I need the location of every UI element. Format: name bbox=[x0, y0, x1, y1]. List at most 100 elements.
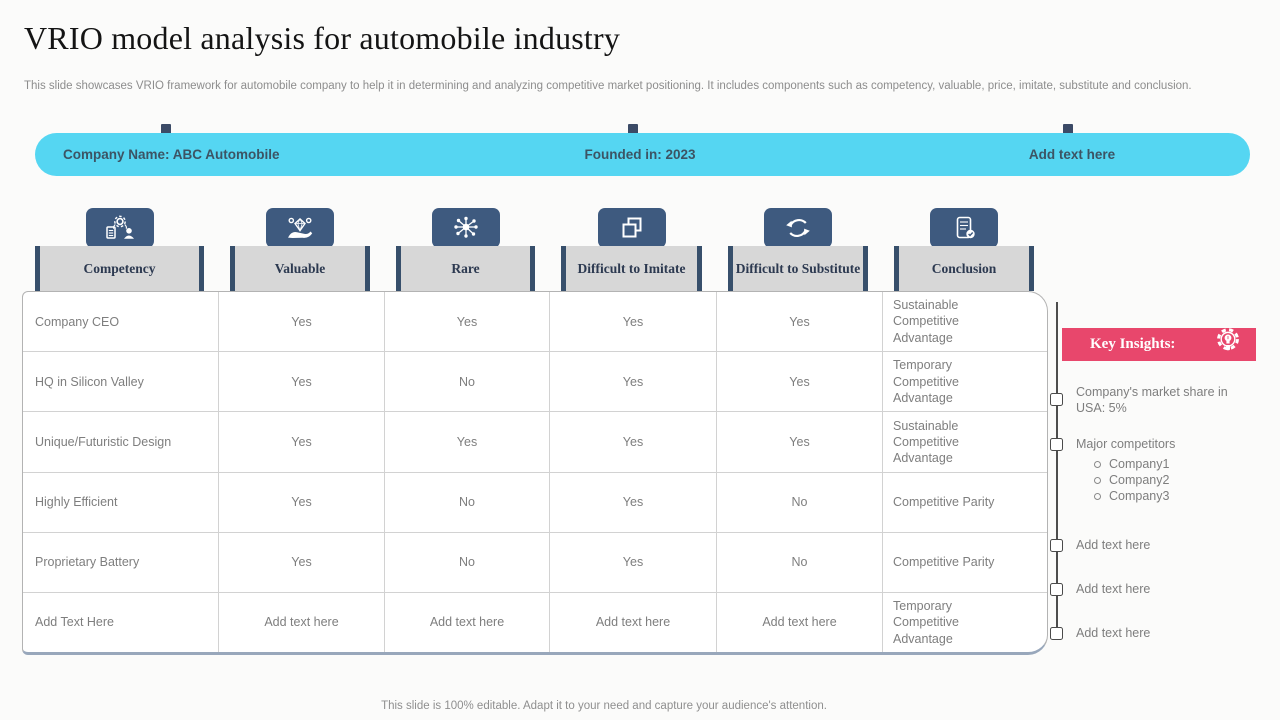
column-header-label: Valuable bbox=[274, 260, 326, 276]
competitor-label: Company1 bbox=[1109, 457, 1170, 471]
table-cell-text: Add text here bbox=[762, 615, 837, 630]
table-cell-text: Temporary Competitive Advantage bbox=[893, 599, 959, 646]
table-cell-text: Yes bbox=[622, 374, 644, 389]
table-cell: Sustainable Competitive Advantage bbox=[882, 292, 1047, 352]
column-header-difficult-to-substitute: Difficult to Substitute bbox=[728, 246, 868, 291]
table-cell-text: Yes bbox=[622, 314, 644, 329]
circle-bullet-icon bbox=[1094, 492, 1101, 500]
table-cell-text: No bbox=[791, 495, 808, 510]
insight-add-text-placeholder[interactable]: Add text here bbox=[1076, 538, 1151, 552]
table-cell-text: Unique/Futuristic Design bbox=[35, 434, 172, 449]
table-cell-text: Temporary Competitive Advantage bbox=[893, 358, 959, 405]
table-cell-text: Competitive Parity bbox=[893, 494, 995, 509]
competitor-item: Company1 bbox=[1094, 456, 1169, 472]
table-cell-text: Yes bbox=[789, 434, 810, 449]
person-gear-clipboard-icon bbox=[85, 208, 154, 248]
connector-square-icon bbox=[161, 124, 171, 134]
column-header-valuable: Valuable bbox=[230, 246, 370, 291]
banner-founded-in: Founded in: 2023 bbox=[584, 147, 696, 162]
column-header-label: Competency bbox=[83, 260, 156, 276]
circle-bullet-icon bbox=[1094, 460, 1101, 468]
insight-add-text-placeholder[interactable]: Add text here bbox=[1076, 582, 1151, 596]
banner-add-text-placeholder[interactable]: Add text here bbox=[1028, 147, 1116, 162]
insight-item: Major competitors bbox=[1076, 437, 1176, 451]
table-cell: Temporary Competitive Advantage bbox=[882, 592, 1047, 652]
table-cell[interactable]: Add text here bbox=[716, 592, 882, 652]
connector-handle bbox=[1050, 583, 1063, 596]
table-cell-text: Yes bbox=[291, 495, 312, 510]
table-cell-text: Sustainable Competitive Advantage bbox=[893, 418, 959, 466]
column-header-competency: Competency bbox=[35, 246, 204, 291]
table-cell: Competitive Parity bbox=[882, 532, 1047, 592]
table-cell: No bbox=[716, 472, 882, 532]
table-cell: Yes bbox=[716, 412, 882, 472]
competitor-label: Company3 bbox=[1109, 489, 1170, 503]
table-cell-text: Yes bbox=[622, 434, 644, 449]
table-cell-text: No bbox=[791, 555, 808, 570]
table-cell-text: Yes bbox=[291, 555, 312, 570]
table-cell[interactable]: Add Text Here bbox=[23, 593, 218, 652]
table-row: Highly Efficient Yes No Yes No Competitive Pa… bbox=[23, 471, 1047, 532]
connector-handle bbox=[1050, 627, 1063, 640]
table-cell-text: Add text here bbox=[264, 615, 339, 630]
table-cell-text: Add text here bbox=[595, 615, 671, 630]
table-row: Unique/Futuristic Design Yes Yes Yes Yes Sust… bbox=[23, 411, 1047, 472]
table-cell: Yes bbox=[218, 472, 384, 532]
table-row: Add Text Here Add text here Add text here A… bbox=[23, 591, 1047, 652]
table-cell: Temporary Competitive Advantage bbox=[882, 352, 1047, 412]
table-cell: Sustainable Competitive Advantage bbox=[882, 412, 1047, 472]
insight-add-text-placeholder[interactable]: Add text here bbox=[1076, 626, 1151, 640]
column-header-rare: Rare bbox=[396, 246, 535, 291]
table-cell: Yes bbox=[384, 412, 549, 472]
connector-handle bbox=[1050, 393, 1063, 406]
table-cell-text: Competitive Parity bbox=[893, 555, 995, 570]
connector-square-icon bbox=[1063, 124, 1073, 134]
table-cell-text: Company CEO bbox=[35, 314, 120, 329]
table-row: Company CEO Yes Yes Yes Yes Sustainable Compe… bbox=[23, 292, 1047, 352]
column-header-difficult-to-imitate: Difficult to Imitate bbox=[561, 246, 702, 291]
table-cell-text: No bbox=[459, 555, 475, 570]
table-row: HQ in Silicon Valley Yes No Yes Yes Temporary… bbox=[23, 351, 1047, 412]
table-cell: Highly Efficient bbox=[23, 473, 218, 532]
table-cell-text: Yes bbox=[291, 434, 312, 449]
insight-item: Company's market share in USA: 5% bbox=[1076, 385, 1228, 415]
table-cell-text: Add Text Here bbox=[35, 615, 114, 630]
connector-handle bbox=[1050, 539, 1063, 552]
company-info-banner: Company Name: ABC Automobile Founded in:… bbox=[35, 133, 1250, 176]
key-insights-title: Key Insights: bbox=[1090, 336, 1176, 352]
table-cell-text: No bbox=[459, 495, 475, 510]
table-cell: Yes bbox=[549, 412, 716, 472]
footer-note: This slide is 100% editable. Adapt it to… bbox=[381, 700, 827, 712]
table-cell: No bbox=[384, 532, 549, 592]
table-cell[interactable]: Add text here bbox=[549, 592, 716, 652]
table-cell: No bbox=[384, 472, 549, 532]
table-cell[interactable]: Add text here bbox=[384, 592, 549, 652]
table-row: Proprietary Battery Yes No Yes No Competitive… bbox=[23, 531, 1047, 592]
copy-squares-icon bbox=[597, 208, 666, 248]
table-cell: Competitive Parity bbox=[882, 472, 1047, 532]
circle-bullet-icon bbox=[1094, 476, 1101, 484]
table-cell: Yes bbox=[716, 292, 882, 352]
table-cell: Yes bbox=[218, 532, 384, 592]
table-cell-text: Highly Efficient bbox=[35, 495, 118, 510]
table-cell-text: Yes bbox=[291, 374, 312, 389]
network-hub-icon bbox=[431, 208, 500, 248]
table-cell: Yes bbox=[549, 472, 716, 532]
table-cell: Yes bbox=[716, 352, 882, 412]
vrio-table: Company CEO Yes Yes Yes Yes Sustainable Compe… bbox=[22, 291, 1048, 655]
connector-square-icon bbox=[628, 124, 638, 134]
table-cell: Yes bbox=[384, 292, 549, 352]
competitor-item: Company3 bbox=[1094, 488, 1169, 504]
table-cell: Yes bbox=[549, 532, 716, 592]
table-cell-text: Yes bbox=[789, 374, 810, 389]
table-cell: Yes bbox=[218, 352, 384, 412]
table-cell[interactable]: Add text here bbox=[218, 592, 384, 652]
table-cell-text: Yes bbox=[622, 495, 644, 510]
table-cell: Company CEO bbox=[23, 292, 218, 351]
slide-description: This slide showcases VRIO framework for … bbox=[24, 80, 1192, 92]
table-cell-text: Yes bbox=[456, 434, 478, 449]
table-cell-text: HQ in Silicon Valley bbox=[35, 374, 144, 389]
page-title: VRIO model analysis for automobile indus… bbox=[24, 20, 621, 56]
table-cell-text: Proprietary Battery bbox=[35, 555, 140, 570]
